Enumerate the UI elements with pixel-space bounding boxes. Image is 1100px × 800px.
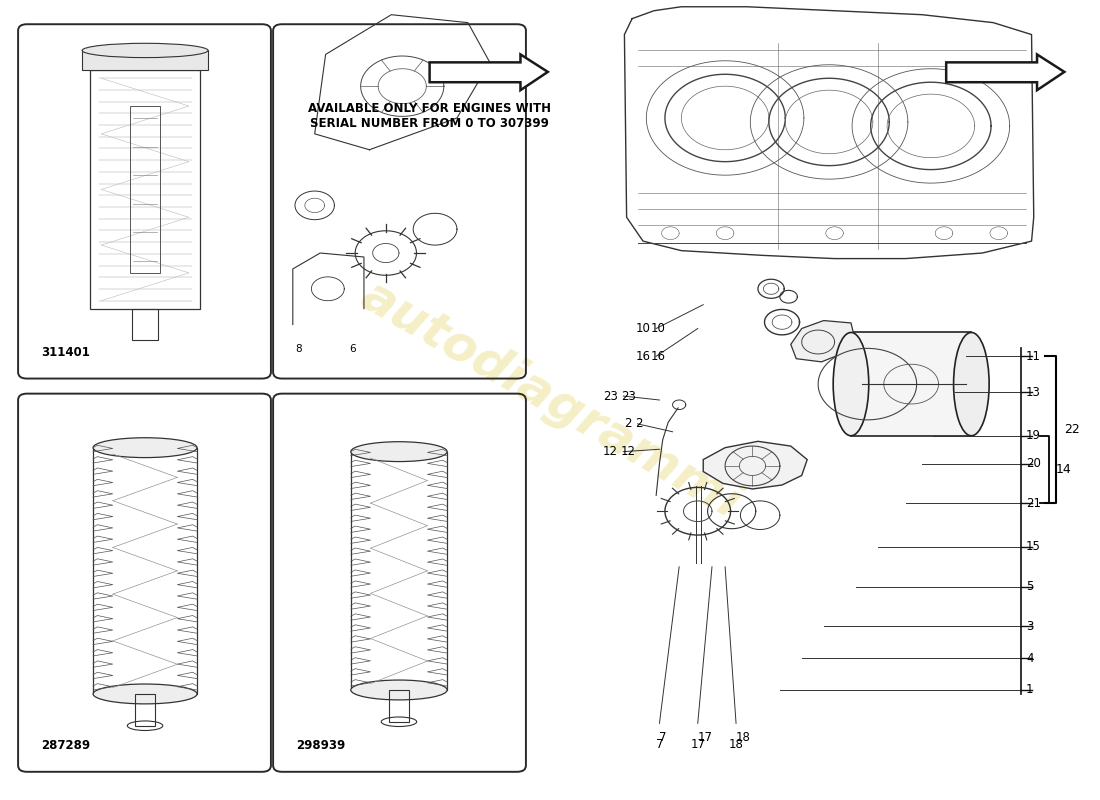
Text: 12: 12 <box>621 445 636 458</box>
Bar <box>130 106 161 273</box>
Bar <box>851 333 971 436</box>
Text: 21: 21 <box>1026 497 1041 510</box>
Bar <box>82 50 208 70</box>
Text: 14: 14 <box>1056 463 1071 476</box>
Text: 20: 20 <box>1026 457 1041 470</box>
Ellipse shape <box>94 438 197 458</box>
Text: 298939: 298939 <box>296 739 345 752</box>
Text: 12: 12 <box>603 445 618 458</box>
Text: 23: 23 <box>603 390 618 402</box>
Text: 16: 16 <box>636 350 651 363</box>
Text: 8: 8 <box>295 344 301 354</box>
Text: 2: 2 <box>625 418 632 430</box>
Text: 13: 13 <box>1026 386 1041 398</box>
Text: AVAILABLE ONLY FOR ENGINES WITH
SERIAL NUMBER FROM 0 TO 307399: AVAILABLE ONLY FOR ENGINES WITH SERIAL N… <box>308 102 551 130</box>
Polygon shape <box>791 321 855 362</box>
Bar <box>94 448 197 694</box>
Text: 11: 11 <box>1026 350 1041 363</box>
Text: 287289: 287289 <box>41 739 90 752</box>
Text: 311401: 311401 <box>41 346 90 358</box>
Ellipse shape <box>351 442 447 462</box>
Ellipse shape <box>94 684 197 704</box>
Text: 10: 10 <box>636 322 651 335</box>
Text: 4: 4 <box>1026 652 1034 665</box>
Bar <box>389 690 409 722</box>
Ellipse shape <box>954 333 989 436</box>
Ellipse shape <box>351 680 447 700</box>
Ellipse shape <box>833 333 869 436</box>
Text: 1: 1 <box>1026 683 1034 697</box>
Text: 3: 3 <box>1026 620 1034 633</box>
Ellipse shape <box>82 43 208 58</box>
Text: 16: 16 <box>651 350 666 363</box>
Text: 17: 17 <box>691 738 705 750</box>
Text: 18: 18 <box>728 738 744 750</box>
Text: 6: 6 <box>350 344 356 354</box>
Bar <box>90 70 200 309</box>
Text: 15: 15 <box>1026 541 1041 554</box>
Text: 7: 7 <box>656 738 663 750</box>
Bar <box>135 694 155 726</box>
Bar <box>132 309 158 341</box>
Text: 2: 2 <box>636 418 642 430</box>
Bar <box>351 452 447 690</box>
Polygon shape <box>946 54 1065 90</box>
Text: 19: 19 <box>1026 430 1041 442</box>
Text: autodiagrammi: autodiagrammi <box>352 272 748 528</box>
Text: 5: 5 <box>1026 580 1034 593</box>
Text: 7: 7 <box>659 731 667 744</box>
Text: 22: 22 <box>1065 423 1080 436</box>
Text: 23: 23 <box>621 390 636 402</box>
Text: 17: 17 <box>697 731 713 744</box>
Polygon shape <box>703 442 807 489</box>
Text: 18: 18 <box>736 731 751 744</box>
Text: 10: 10 <box>651 322 666 335</box>
Polygon shape <box>430 54 548 90</box>
